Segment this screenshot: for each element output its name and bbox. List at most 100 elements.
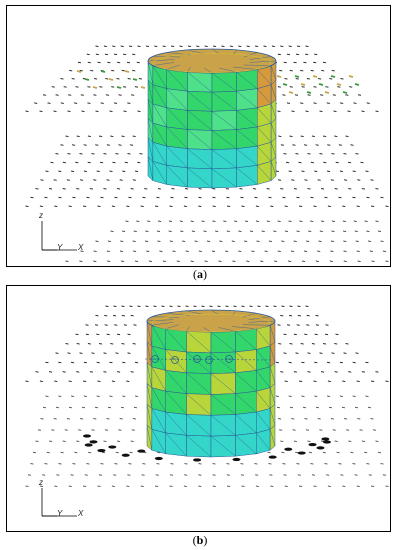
vector-mark: [219, 240, 223, 243]
vector-field-b: [25, 305, 389, 488]
vector-mark: [85, 333, 89, 336]
vector-mark: [353, 102, 357, 104]
vector-mark: [365, 361, 369, 364]
mesh-diagonal: [147, 60, 154, 85]
vector-mark: [40, 179, 44, 181]
vector-mark: [323, 135, 327, 138]
vector-mark: [105, 78, 109, 80]
vector-mark: [49, 188, 53, 190]
vector-mark: [225, 250, 229, 253]
vector-mark: [62, 188, 66, 190]
vector-mark: [103, 153, 107, 155]
vector-mark: [184, 196, 188, 199]
vector-mark: [187, 45, 191, 48]
mesh-diagonal: [187, 148, 213, 169]
vector-mark: [255, 45, 259, 48]
vector-mark: [114, 196, 118, 199]
vector-mark: [122, 395, 126, 398]
panel-b: z Y X: [6, 285, 391, 532]
vector-mark: [365, 170, 369, 173]
vector-mark: [107, 240, 111, 243]
mesh-diagonal: [211, 168, 237, 188]
vector-mark: [240, 196, 244, 199]
panel-a-figure: z Y X: [25, 45, 389, 263]
vector-mark: [117, 333, 121, 336]
vector-mark: [34, 102, 38, 104]
vector-mark: [121, 314, 125, 317]
vector-mark: [289, 86, 293, 88]
vector-mark: [315, 260, 320, 263]
vector-mark: [255, 485, 259, 488]
vector-mark: [123, 86, 127, 88]
vector-mark: [225, 305, 229, 308]
rim-mesh-line: [243, 64, 272, 66]
vector-mark: [268, 196, 272, 199]
vector-mark: [364, 220, 368, 223]
rim-mesh-line: [233, 66, 258, 70]
vector-mark: [268, 240, 273, 243]
vector-mark: [307, 352, 311, 354]
vector-mark: [322, 61, 327, 64]
mesh-diagonal: [235, 393, 257, 413]
vector-mark: [109, 361, 113, 364]
mesh-diagonal: [187, 167, 213, 189]
vector-mark: [255, 220, 260, 223]
vector-mark: [271, 45, 275, 48]
vector-mark: [121, 343, 125, 345]
cylinder-a: [147, 48, 277, 189]
vector-mark: [345, 343, 349, 345]
mesh-diagonal: [186, 331, 212, 353]
mesh-diagonal: [152, 122, 167, 147]
vector-mark: [264, 250, 268, 253]
mesh-diagonal: [146, 383, 153, 409]
vector-mark: [303, 61, 307, 64]
vector-mark: [118, 144, 122, 146]
vector-mark: [65, 135, 69, 138]
vector-mark: [45, 395, 49, 398]
vector-mark: [275, 361, 279, 364]
mesh-diagonal: [146, 425, 153, 451]
mesh-diagonal: [235, 372, 257, 392]
vector-mark: [122, 361, 126, 364]
rim-mesh-line: [166, 64, 181, 70]
vector-mark: [301, 361, 305, 364]
vector-mark: [348, 440, 352, 443]
vector-mark: [130, 188, 134, 190]
axis-triad-icon: z Y X: [38, 211, 84, 252]
vector-mark: [249, 230, 254, 233]
vector-mark: [326, 474, 330, 476]
vector-mark: [127, 153, 131, 155]
rim-mesh-line: [186, 310, 204, 315]
vector-mark: [76, 440, 80, 443]
vector-mark: [58, 361, 62, 364]
vector-mark: [104, 429, 109, 431]
vector-mark: [100, 463, 104, 465]
vector-mark: [345, 135, 349, 138]
vector-mark: [286, 53, 291, 56]
mesh-diagonal: [186, 393, 212, 416]
vector-mark: [126, 205, 130, 208]
vector-mark: [368, 240, 372, 243]
vector-mark: [62, 440, 66, 443]
mesh-diagonal: [236, 91, 258, 108]
rim-mesh-line: [151, 316, 180, 318]
vector-mark: [319, 352, 323, 354]
vector-mark: [157, 188, 161, 190]
vector-mark: [108, 445, 117, 449]
vector-mark: [138, 78, 142, 80]
vector-mark: [320, 94, 324, 96]
axis-y-label: Y: [57, 243, 63, 252]
vector-mark: [274, 260, 278, 263]
vector-mark: [310, 196, 314, 199]
vector-mark: [93, 179, 97, 181]
vector-mark: [112, 45, 116, 48]
vector-mark: [112, 161, 116, 164]
vector-mark: [232, 457, 241, 462]
vector-mark: [226, 196, 230, 199]
vector-mark: [127, 102, 131, 104]
vector-mark: [339, 395, 343, 398]
vector-mark: [105, 305, 109, 308]
vector-mark: [310, 463, 314, 465]
vector-mark: [255, 474, 259, 476]
rim-mesh-line: [147, 59, 175, 62]
